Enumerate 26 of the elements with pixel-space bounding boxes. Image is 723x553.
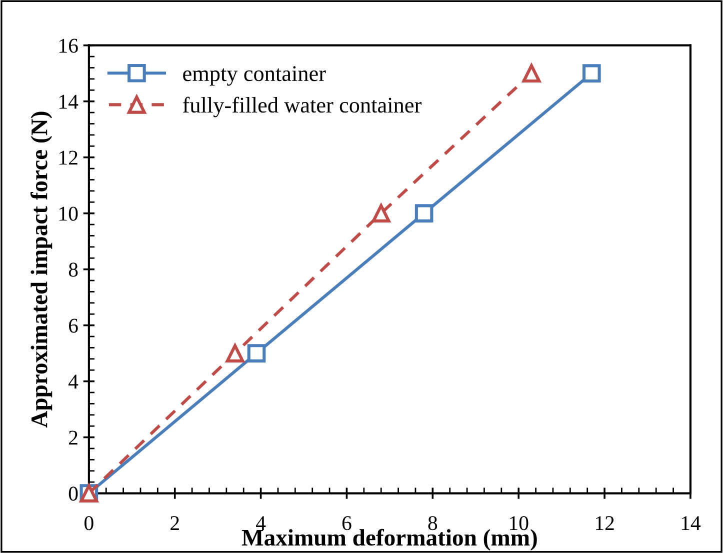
y-tick-label: 4 xyxy=(68,374,78,389)
y-tick-label: 10 xyxy=(60,206,78,221)
x-tick-label: 8 xyxy=(428,516,438,530)
x-tick-label: 6 xyxy=(342,516,352,530)
y-tick-label: 16 xyxy=(60,38,78,53)
legend-label: empty container xyxy=(183,66,326,86)
point xyxy=(226,344,244,362)
point xyxy=(414,204,434,222)
point xyxy=(522,64,541,83)
y-tick-label: 2 xyxy=(69,430,78,445)
y-tick-label: 14 xyxy=(60,94,78,109)
legend-label: fully-filled water container xyxy=(182,96,422,118)
y-tick-label: 8 xyxy=(68,262,78,277)
point xyxy=(582,64,601,83)
y-tick-label: 0 xyxy=(68,486,78,501)
x-tick-label: 2 xyxy=(170,516,179,530)
x-tick-label: 10 xyxy=(510,516,528,530)
x-tick-label: 0 xyxy=(84,516,94,530)
y-tick-label: 12 xyxy=(60,150,78,165)
point xyxy=(247,344,266,362)
x-tick-label: 12 xyxy=(596,516,614,530)
y-axis-title: Approximated impact force (N) xyxy=(30,112,52,428)
x-tick-label: 4 xyxy=(256,516,266,530)
y-tick-label: 6 xyxy=(68,318,78,333)
x-tick-label: 14 xyxy=(682,516,701,530)
point xyxy=(372,204,390,222)
